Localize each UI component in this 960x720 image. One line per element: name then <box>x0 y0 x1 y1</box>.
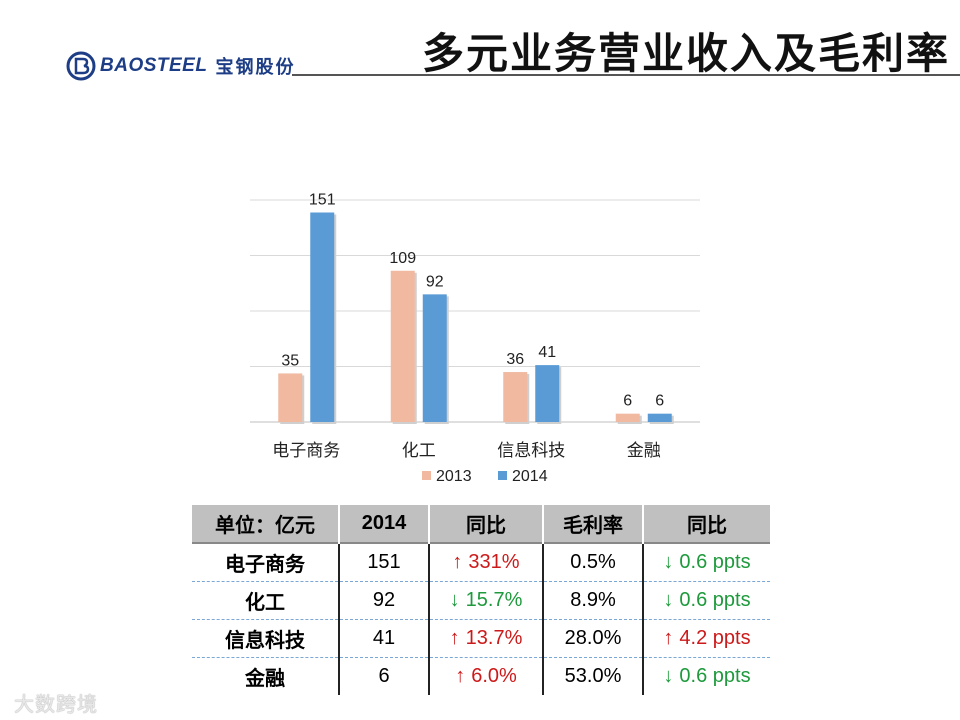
row-margin-change: ↓ 0.6 ppts <box>642 581 770 620</box>
data-label: 41 <box>538 344 556 361</box>
arrow-down-icon: ↓ <box>663 551 674 573</box>
data-label: 6 <box>623 393 632 410</box>
bar-2014-2 <box>535 365 560 422</box>
row-business-name: 电子商务 <box>192 543 339 582</box>
bar-2013-2 <box>503 372 528 422</box>
row-business-name: 金融 <box>245 668 285 690</box>
row-revenue-2014: 92 <box>338 581 429 620</box>
arrow-down-icon: ↓ <box>663 665 674 687</box>
data-label: 151 <box>309 191 336 208</box>
yoy-value: 15.7% <box>465 589 523 611</box>
arrow-down-icon: ↓ <box>449 589 460 611</box>
row-revenue-2014: 6 <box>338 657 429 695</box>
arrow-up-icon: ↑ <box>455 665 466 687</box>
bar-2013-3 <box>615 413 640 422</box>
category-label: 金融 <box>627 441 661 461</box>
header-unit: 单位：亿元 <box>192 505 339 543</box>
row-revenue-yoy: ↑ 6.0% <box>428 657 543 695</box>
data-label: 6 <box>655 393 664 410</box>
row-revenue-yoy: ↓ 15.7% <box>428 581 543 620</box>
category-label: 化工 <box>402 441 436 461</box>
title-divider <box>292 74 960 76</box>
row-margin-change: ↓ 0.6 ppts <box>642 543 770 582</box>
table-row: 化工 92 ↓ 15.7% 8.9% ↓ 0.6 ppts <box>192 581 770 620</box>
arrow-down-icon: ↓ <box>663 589 674 611</box>
data-label: 35 <box>281 352 299 369</box>
yoy-value: 13.7% <box>465 627 523 649</box>
logo-english-name: BAOSTEEL <box>100 55 208 76</box>
row-gross-margin: 0.5% <box>542 543 643 582</box>
row-revenue-2014: 151 <box>338 543 429 582</box>
baosteel-logo-icon <box>66 51 96 81</box>
bar-2013-1 <box>390 270 415 422</box>
business-summary-table: 单位：亿元 2014 同比 毛利率 同比 电子商务 151 ↑ 331% 0.5% ↓ 0.… <box>192 505 770 695</box>
company-logo: BAOSTEEL 宝钢股份 <box>66 48 295 84</box>
legend-swatch-2013 <box>422 471 431 480</box>
arrow-up-icon: ↑ <box>449 627 460 649</box>
legend-swatch-2014 <box>498 471 507 480</box>
row-margin-change: ↑ 4.2 ppts <box>642 619 770 658</box>
header-2014: 2014 <box>338 505 429 543</box>
row-revenue-2014: 41 <box>338 619 429 658</box>
row-revenue-yoy: ↑ 13.7% <box>428 619 543 658</box>
legend-label-2013: 2013 <box>436 468 472 485</box>
yoy-value: 6.0% <box>471 665 517 687</box>
data-label: 92 <box>426 273 444 290</box>
yoy-value: 331% <box>468 551 520 573</box>
logo-chinese-name: 宝钢股份 <box>215 57 296 77</box>
data-label: 109 <box>389 250 416 267</box>
bar-2014-0 <box>310 212 335 422</box>
arrow-up-icon: ↑ <box>452 551 463 573</box>
margin-change-value: 0.6 ppts <box>679 665 751 687</box>
legend-label-2014: 2014 <box>512 468 548 485</box>
table-header-row: 单位：亿元 2014 同比 毛利率 同比 <box>192 505 770 543</box>
margin-change-value: 0.6 ppts <box>679 589 751 611</box>
header-margin-yoy: 同比 <box>642 505 770 543</box>
revenue-bar-chart: 35 151 电子商务 109 92 化工 36 41 信息科技 6 6 金融 2013 2014 <box>250 191 700 485</box>
page-title: 多元业务营业收入及毛利率 <box>421 30 950 77</box>
margin-change-value: 0.6 ppts <box>679 551 751 573</box>
row-gross-margin: 28.0% <box>542 619 643 658</box>
watermark: 大数跨境 <box>14 694 98 716</box>
table-row: 信息科技 41 ↑ 13.7% 28.0% ↑ 4.2 ppts <box>192 619 770 658</box>
category-label: 信息科技 <box>497 441 565 461</box>
row-business-name: 化工 <box>192 581 339 620</box>
category-label: 电子商务 <box>272 441 340 461</box>
table-row: 电子商务 151 ↑ 331% 0.5% ↓ 0.6 ppts <box>192 543 770 582</box>
row-margin-change: ↓ 0.6 ppts <box>642 657 770 695</box>
bar-2014-3 <box>647 413 672 422</box>
data-label: 36 <box>506 351 524 368</box>
header-yoy: 同比 <box>428 505 543 543</box>
margin-change-value: 4.2 ppts <box>679 627 751 649</box>
row-revenue-yoy: ↑ 331% <box>428 543 543 582</box>
table-row: 金融 6 ↑ 6.0% 53.0% ↓ 0.6 ppts <box>192 657 770 695</box>
header-gross-margin: 毛利率 <box>542 505 643 543</box>
arrow-up-icon: ↑ <box>663 627 674 649</box>
bar-2013-0 <box>278 373 303 422</box>
row-business-name: 信息科技 <box>192 619 339 658</box>
bar-2014-1 <box>422 294 447 422</box>
row-gross-margin: 8.9% <box>542 581 643 620</box>
row-gross-margin: 53.0% <box>542 657 643 695</box>
